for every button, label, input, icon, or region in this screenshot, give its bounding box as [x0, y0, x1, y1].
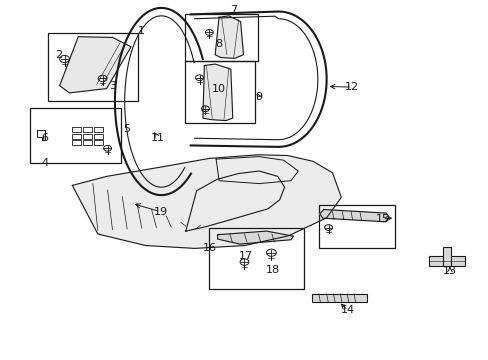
Bar [83, 127, 92, 132]
Bar [72, 134, 81, 139]
Bar [72, 127, 81, 132]
Bar [318, 205, 394, 248]
Polygon shape [203, 64, 232, 121]
Text: 4: 4 [41, 158, 48, 168]
Text: 10: 10 [212, 84, 225, 94]
Polygon shape [319, 210, 388, 222]
Text: 8: 8 [215, 39, 222, 49]
Bar [48, 33, 138, 101]
Text: 1: 1 [138, 26, 145, 36]
Bar [94, 134, 102, 139]
Text: 16: 16 [203, 243, 217, 253]
Bar [83, 134, 92, 139]
Polygon shape [215, 16, 243, 58]
Polygon shape [60, 37, 131, 93]
Text: 11: 11 [150, 132, 164, 143]
Bar [311, 294, 366, 302]
Text: 19: 19 [153, 207, 167, 217]
Text: 17: 17 [238, 251, 252, 261]
Bar [184, 14, 258, 61]
Text: 13: 13 [442, 266, 456, 276]
Bar [442, 247, 450, 266]
Text: 12: 12 [345, 82, 358, 92]
Bar [209, 228, 304, 289]
Bar [30, 108, 121, 163]
Bar [94, 127, 102, 132]
Text: 9: 9 [255, 92, 262, 102]
Polygon shape [217, 231, 293, 244]
Text: 18: 18 [265, 265, 279, 275]
Polygon shape [72, 155, 341, 248]
Text: 6: 6 [41, 132, 48, 143]
Bar [94, 140, 102, 145]
Text: 3: 3 [109, 81, 116, 91]
Bar [72, 140, 81, 145]
Text: 5: 5 [123, 124, 130, 134]
Text: 15: 15 [375, 214, 388, 224]
Bar [83, 140, 92, 145]
Text: 7: 7 [230, 5, 237, 15]
Text: 14: 14 [341, 305, 354, 315]
Text: 2: 2 [55, 50, 62, 60]
Bar [184, 61, 255, 123]
Bar [428, 256, 464, 266]
